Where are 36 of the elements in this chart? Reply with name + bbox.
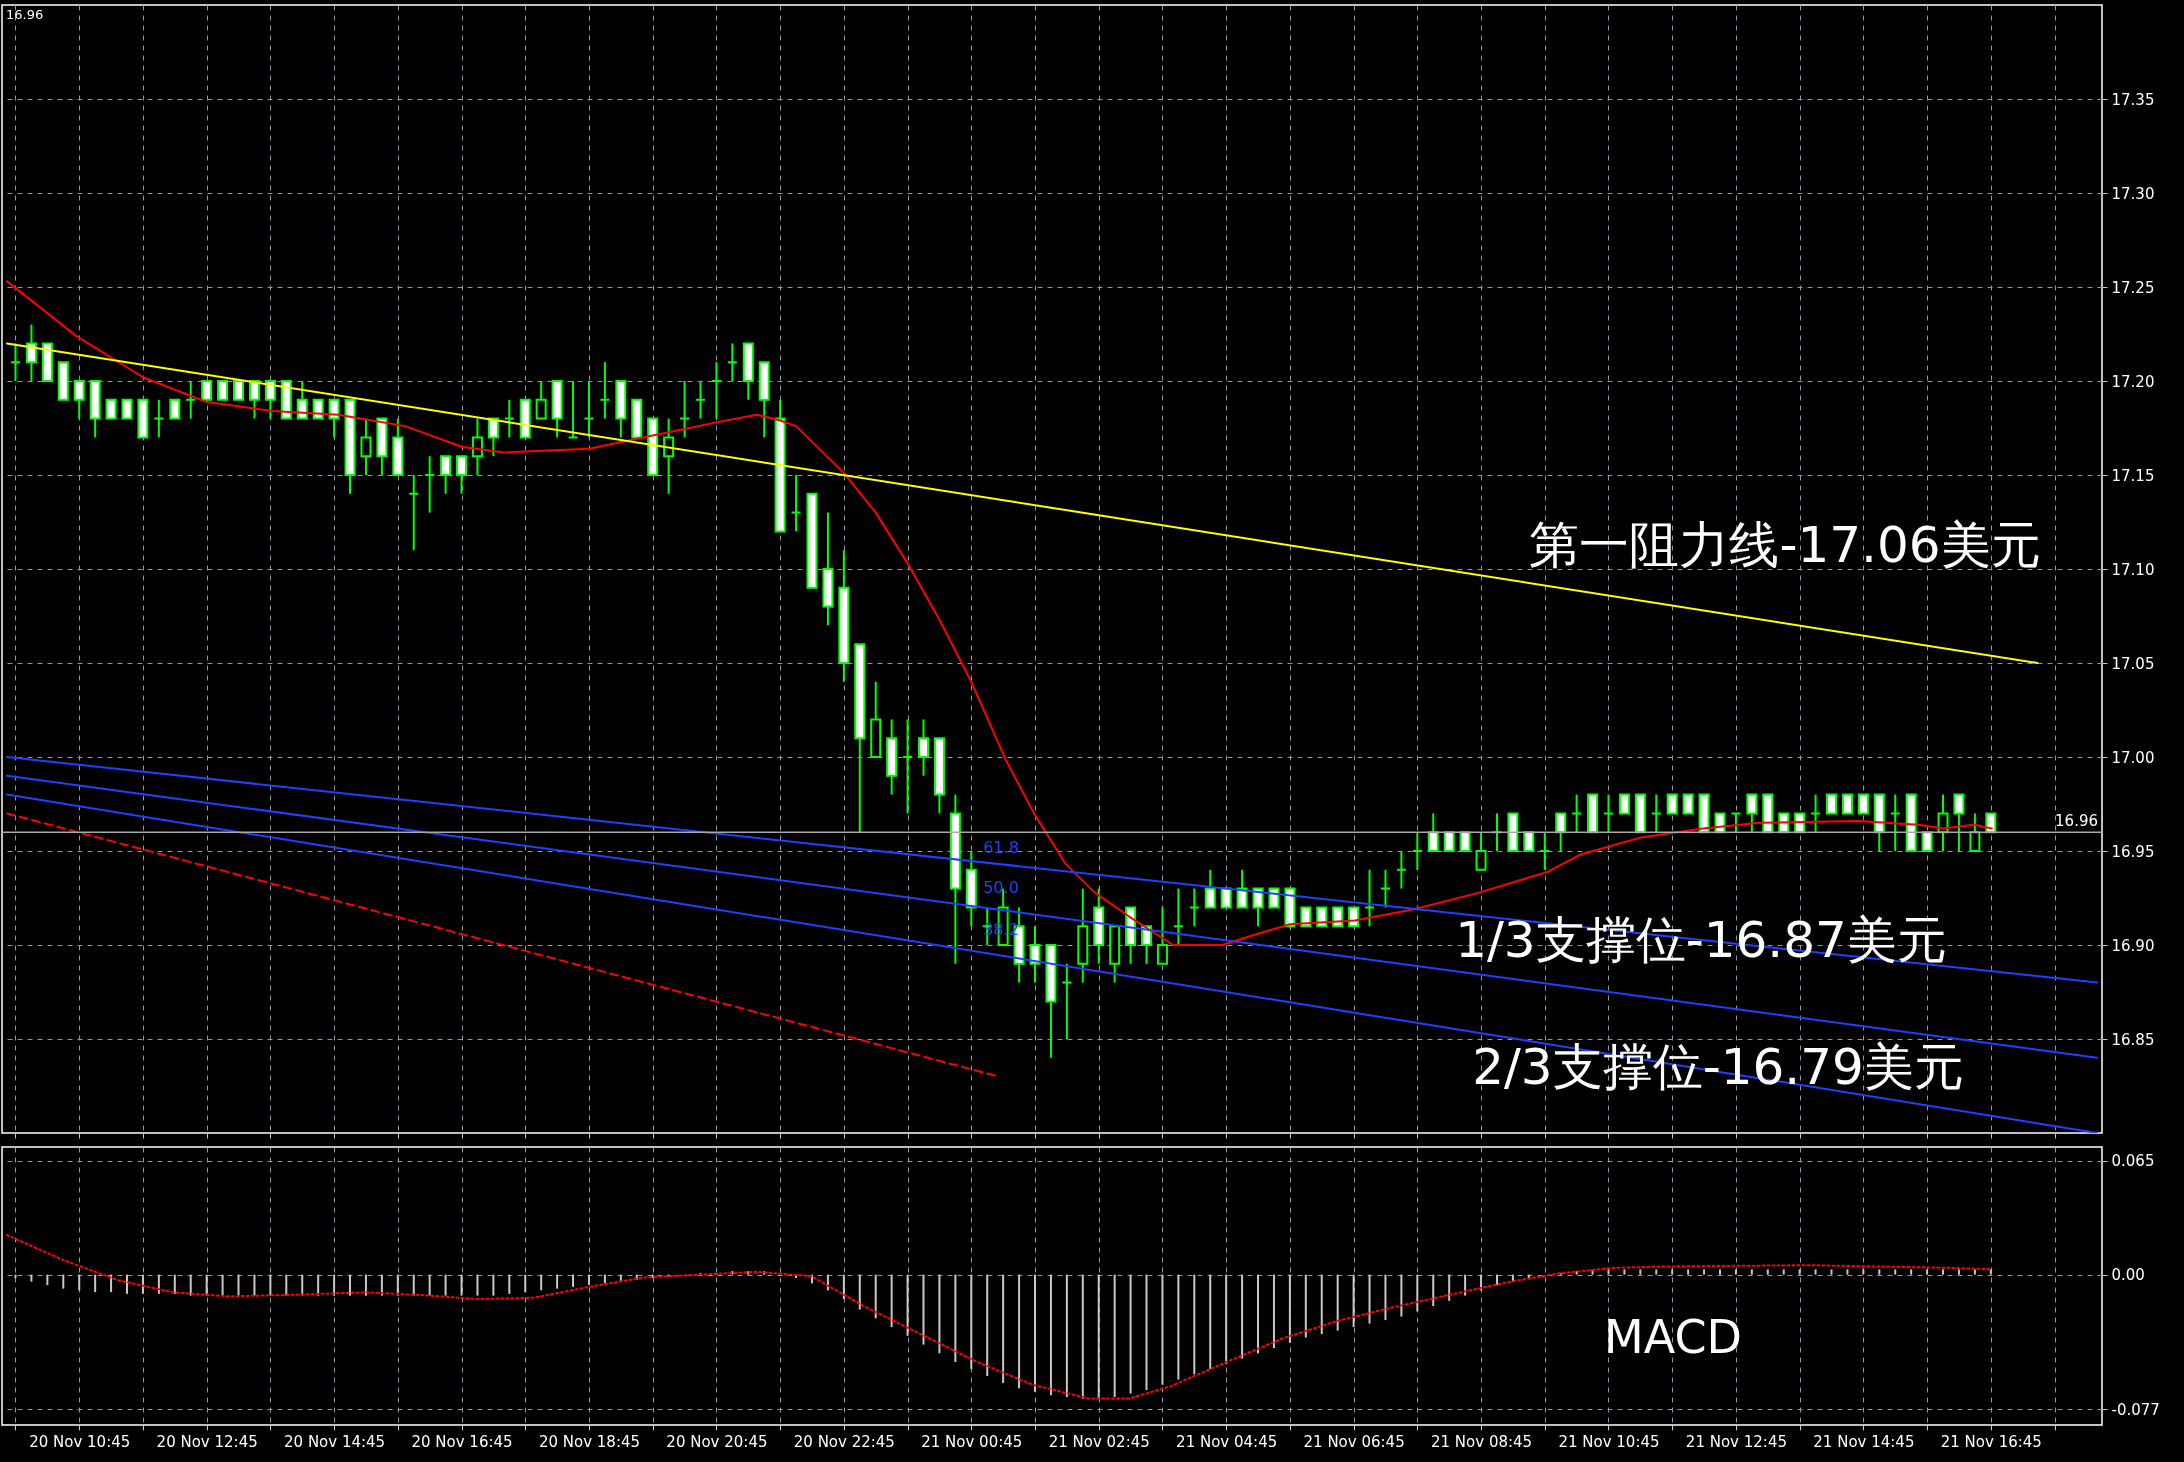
- y-tick-label: 17.30: [2111, 184, 2155, 203]
- y-tick-label: 17.10: [2111, 560, 2155, 579]
- x-tick-label: 20 Nov 16:45: [411, 1432, 513, 1451]
- x-tick-label: 21 Nov 14:45: [1813, 1432, 1915, 1451]
- ref-line-label: 16.96: [2055, 812, 2098, 831]
- y-tick-label: 17.25: [2111, 278, 2155, 297]
- y-tick-label: -0.077: [2111, 1400, 2160, 1419]
- annotation: MACD: [1604, 1310, 1742, 1364]
- x-tick-label: 20 Nov 10:45: [29, 1432, 131, 1451]
- y-tick-label: 0.065: [2111, 1152, 2155, 1171]
- annotation: 16.96: [6, 7, 44, 22]
- x-tick-label: 21 Nov 12:45: [1685, 1432, 1787, 1451]
- annotation: 61.8: [983, 838, 1019, 857]
- x-tick-label: 21 Nov 10:45: [1558, 1432, 1660, 1451]
- x-tick-label: 20 Nov 20:45: [666, 1432, 768, 1451]
- y-tick-label: 0.00: [2111, 1266, 2145, 1285]
- x-tick-label: 20 Nov 12:45: [156, 1432, 258, 1451]
- y-tick-label: 16.90: [2111, 936, 2155, 955]
- annotation: 第一阻力线-17.06美元: [1529, 516, 2041, 574]
- y-tick-label: 17.15: [2111, 466, 2155, 485]
- annotation: 50.0: [983, 878, 1019, 897]
- y-tick-label: 17.00: [2111, 748, 2155, 767]
- y-tick-label: 17.05: [2111, 654, 2155, 673]
- x-tick-label: 21 Nov 16:45: [1940, 1432, 2042, 1451]
- x-tick-label: 21 Nov 00:45: [921, 1432, 1023, 1451]
- x-tick-label: 20 Nov 18:45: [538, 1432, 641, 1451]
- x-tick-label: 21 Nov 02:45: [1048, 1432, 1150, 1451]
- x-tick-label: 21 Nov 06:45: [1303, 1432, 1405, 1451]
- y-tick-label: 16.95: [2111, 842, 2155, 861]
- x-tick-label: 21 Nov 08:45: [1430, 1432, 1533, 1451]
- y-tick-label: 17.35: [2111, 90, 2155, 109]
- x-tick-label: 20 Nov 22:45: [793, 1432, 895, 1451]
- x-tick-label: 21 Nov 04:45: [1176, 1432, 1278, 1451]
- y-tick-label: 17.20: [2111, 372, 2155, 391]
- x-tick-label: 20 Nov 14:45: [284, 1432, 386, 1451]
- y-tick-label: 16.85: [2111, 1030, 2155, 1049]
